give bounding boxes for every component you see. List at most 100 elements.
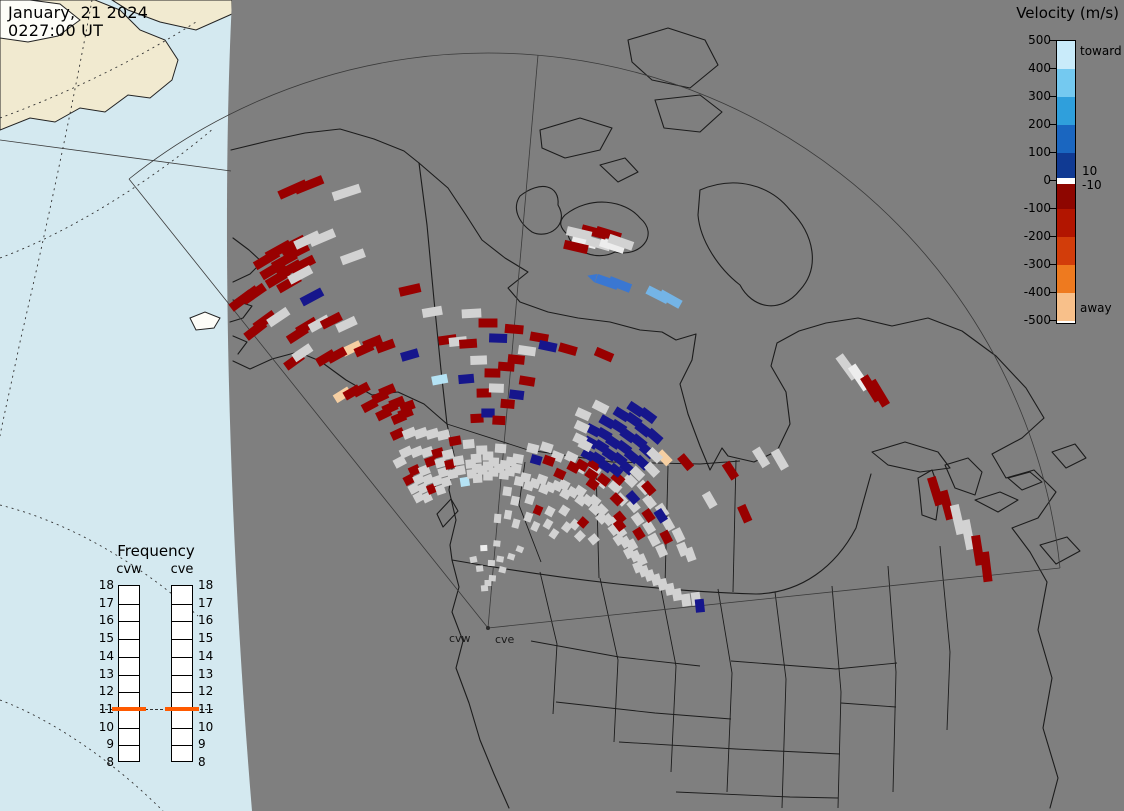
velocity-cell	[655, 543, 669, 558]
velocity-cell	[949, 504, 966, 536]
velocity-cell	[482, 461, 494, 471]
frequency-marker	[165, 706, 199, 711]
velocity-cell	[671, 527, 686, 543]
outside-land	[0, 0, 233, 331]
frequency-tick-label: 11	[198, 701, 214, 716]
velocity-cell	[587, 494, 602, 508]
velocity-cell	[420, 446, 435, 459]
frequency-tick-label: 10	[198, 719, 214, 734]
velocity-cell	[587, 533, 600, 546]
frequency-tick-label: 15	[98, 631, 114, 646]
velocity-cell	[680, 593, 692, 607]
velocity-tick-label: -100	[1023, 201, 1051, 215]
velocity-cells-layer	[228, 175, 993, 613]
velocity-cell	[407, 463, 422, 477]
velocity-cell	[612, 510, 627, 525]
velocity-cell	[331, 183, 362, 202]
velocity-tick-label: 0	[1043, 173, 1051, 187]
velocity-cell	[574, 493, 588, 507]
velocity-cell	[496, 555, 505, 563]
velocity-cell	[441, 448, 455, 461]
velocity-cell	[407, 482, 421, 495]
velocity-cell	[607, 276, 633, 293]
velocity-cell	[444, 458, 457, 470]
velocity-cell	[431, 373, 449, 386]
frequency-ladder-rung	[172, 639, 192, 641]
velocity-cell	[335, 315, 358, 333]
velocity-tick-mark	[1049, 208, 1056, 209]
velocity-cell	[721, 460, 740, 481]
velocity-cell	[574, 407, 592, 422]
velocity-cell	[452, 455, 465, 466]
velocity-colorbar	[1056, 40, 1076, 324]
velocity-cell	[488, 383, 504, 393]
date-text: January, 21 2024	[8, 3, 149, 22]
velocity-cell	[480, 544, 488, 552]
velocity-cell	[413, 426, 429, 440]
velocity-cell	[979, 551, 993, 583]
velocity-cell	[493, 513, 502, 524]
velocity-cell	[573, 484, 588, 498]
radar-label-cvw: cvw	[449, 632, 471, 645]
frequency-tick-label: 13	[98, 666, 114, 681]
velocity-cell	[737, 503, 753, 524]
velocity-cell	[291, 343, 314, 363]
velocity-cell	[510, 495, 520, 507]
frequency-tick-label: 16	[98, 613, 114, 628]
velocity-cell	[558, 504, 571, 517]
velocity-cell	[574, 458, 590, 472]
velocity-cell	[642, 519, 657, 535]
velocity-cell	[492, 415, 506, 426]
velocity-cell	[566, 460, 581, 474]
velocity-cell	[529, 331, 550, 344]
velocity-cell	[960, 519, 976, 551]
velocity-cell	[632, 526, 646, 541]
velocity-cell	[523, 511, 534, 523]
velocity-cell	[607, 233, 635, 251]
velocity-tick-mark	[1049, 152, 1056, 153]
frequency-ladder-rung	[172, 692, 192, 694]
velocity-cell	[519, 472, 532, 484]
frequency-tick-label: 8	[198, 755, 206, 769]
velocity-cell	[641, 508, 656, 524]
velocity-cell	[610, 471, 626, 486]
velocity-cell	[412, 473, 426, 486]
velocity-cell	[488, 333, 508, 343]
frequency-scale-cvw-label: cvw	[116, 562, 142, 577]
frequency-ladder-rung	[119, 621, 139, 623]
velocity-cell	[454, 465, 466, 476]
velocity-tick-label: -500	[1023, 313, 1051, 327]
frequency-tick-label: 16	[198, 613, 214, 628]
velocity-cell	[558, 342, 578, 357]
velocity-cell	[598, 237, 626, 254]
velocity-tick-label: 200	[1028, 117, 1051, 131]
velocity-color-segment	[1057, 125, 1075, 153]
velocity-cell	[577, 438, 593, 453]
velocity-cell	[557, 478, 571, 492]
velocity-cell	[542, 454, 556, 467]
velocity-cell	[494, 443, 507, 454]
frequency-ladder	[171, 585, 193, 762]
velocity-cell	[282, 242, 311, 262]
velocity-color-segment	[1057, 69, 1075, 97]
velocity-cell	[625, 490, 641, 506]
velocity-cell	[295, 316, 319, 336]
velocity-cell	[484, 580, 492, 586]
velocity-cell	[493, 540, 501, 547]
velocity-cell	[553, 467, 567, 481]
toward-label: toward	[1080, 44, 1122, 58]
velocity-cell	[938, 489, 955, 521]
velocity-cell	[573, 530, 586, 543]
velocity-cell	[488, 574, 497, 582]
velocity-cell	[655, 449, 673, 467]
frequency-ladder-rung	[119, 745, 139, 747]
velocity-cell	[483, 471, 493, 481]
velocity-cell	[510, 463, 522, 474]
velocity-cell	[503, 509, 513, 520]
velocity-cell	[511, 518, 521, 529]
velocity-cell	[508, 389, 525, 401]
velocity-cell	[751, 446, 771, 469]
velocity-cell	[564, 450, 579, 464]
frequency-tick-label: 12	[198, 684, 214, 699]
velocity-cell	[538, 340, 558, 353]
